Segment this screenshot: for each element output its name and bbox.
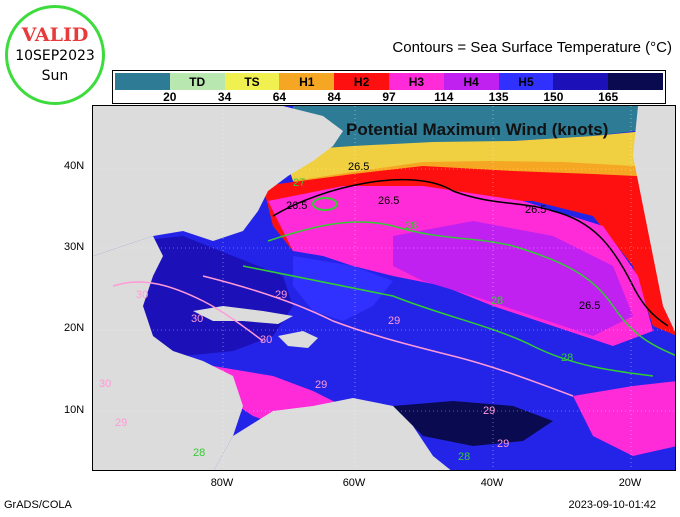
contour-label: 28 <box>561 352 573 364</box>
contour-label: 29 <box>275 289 287 301</box>
colorbar-tick-label: 97 <box>382 90 396 104</box>
wind-colorbar: TD TS H1 H2 H3 H4 H5 20 34 64 84 97 114 135 150 165 <box>112 70 666 104</box>
cool-waters-region <box>293 106 675 151</box>
sst-contour-27-eddy <box>312 197 338 211</box>
valid-date-stamp: VALID 10SEP2023 Sun <box>5 5 105 105</box>
h4-region <box>393 221 633 336</box>
lat-label-30n: 30N <box>64 241 85 253</box>
valid-day: Sun <box>41 68 69 84</box>
colorbar-tick-label: 135 <box>488 90 509 104</box>
cuba-land <box>193 306 293 324</box>
colorbar-segment: H1 <box>279 73 335 90</box>
lat-label-40n: 40N <box>64 160 85 172</box>
contour-label: 26.5 <box>286 200 307 212</box>
colorbar-segment: TD <box>169 73 225 90</box>
contour-label: 26.5 <box>579 300 600 312</box>
generation-timestamp: 2023-09-10-01:42 <box>568 499 656 511</box>
contour-label: 28 <box>458 451 470 463</box>
colorbar-tick-label: 84 <box>327 90 341 104</box>
contour-label: 27 <box>293 177 305 189</box>
sst-contour-29 <box>202 275 574 397</box>
contour-label: 30 <box>260 334 272 346</box>
contour-label: 29 <box>315 379 327 391</box>
sst-contour-30 <box>112 281 264 342</box>
software-credit: GrADS/COLA <box>4 499 72 511</box>
contour-label: 26.5 <box>378 195 399 207</box>
contour-description: Contours = Sea Surface Temperature (°C) <box>392 39 672 56</box>
contour-label: 26.5 <box>348 161 369 173</box>
colorbar-segment: H4 <box>443 73 499 90</box>
south-america-land <box>214 398 451 470</box>
colorbar-segment <box>115 73 170 90</box>
lon-label-40w: 40W <box>480 477 504 489</box>
north-america-land <box>93 106 343 256</box>
sst-contour-28 <box>267 221 675 356</box>
deep-tropics-region <box>393 401 553 446</box>
east-h3-region <box>573 381 675 456</box>
contour-label: 28 <box>193 447 205 459</box>
colorbar-segment: H3 <box>388 73 444 90</box>
hispaniola-land <box>278 331 318 348</box>
colorbar-tick-label: 114 <box>434 90 454 104</box>
colorbar-segment: H5 <box>498 73 554 90</box>
contour-label: 26.5 <box>525 204 546 216</box>
contour-label: 29 <box>115 417 127 429</box>
lon-label-80w: 80W <box>210 477 234 489</box>
lat-label-10n: 10N <box>64 404 85 416</box>
colorbar-tick-label: 165 <box>598 90 619 104</box>
colorbar-segment: TS <box>224 73 280 90</box>
contour-labels: 26.5 26.5 26.5 26.5 26.5 27 28 28 28 28 … <box>99 161 600 463</box>
colorbar-segment <box>608 73 663 90</box>
contour-label: 28 <box>405 220 417 232</box>
contour-label: 29 <box>497 438 509 450</box>
sst-contour-28b <box>242 265 654 377</box>
colorbar-tick-label: 150 <box>543 90 564 104</box>
map-canvas: 26.5 26.5 26.5 26.5 26.5 27 28 28 28 28 … <box>93 106 675 470</box>
sst-contour-26-5 <box>272 178 669 327</box>
lon-label-60w: 60W <box>342 477 366 489</box>
h5-region-west <box>293 256 393 321</box>
map-gridlines <box>93 106 675 470</box>
lat-label-20n: 20N <box>64 322 85 334</box>
contour-label: 29 <box>483 405 495 417</box>
mexico-central-america-land <box>93 236 243 470</box>
colorbar-tick-label: 20 <box>163 90 177 104</box>
contour-label: 30 <box>136 289 148 301</box>
contour-label: 30 <box>99 378 111 390</box>
contour-label: 28 <box>491 295 503 307</box>
contour-label: 29 <box>388 315 400 327</box>
colorbar-tick-label: 34 <box>217 90 232 104</box>
colorbar-ticks: 20 34 64 84 97 114 135 150 165 <box>115 90 663 104</box>
sst-wind-map: 26.5 26.5 26.5 26.5 26.5 27 28 28 28 28 … <box>92 105 676 471</box>
africa-europe-land <box>633 106 675 332</box>
colorbar-strip: TD TS H1 H2 H3 H4 H5 <box>115 73 663 90</box>
colorbar-tick-label: 64 <box>272 90 287 104</box>
map-title: Potential Maximum Wind (knots) <box>346 120 609 139</box>
colorbar-segment <box>553 73 609 90</box>
colorbar-segment: H2 <box>334 73 389 90</box>
valid-label: VALID <box>21 24 89 46</box>
valid-date: 10SEP2023 <box>15 48 95 64</box>
contour-label: 30 <box>191 313 203 325</box>
lon-label-20w: 20W <box>618 477 642 489</box>
